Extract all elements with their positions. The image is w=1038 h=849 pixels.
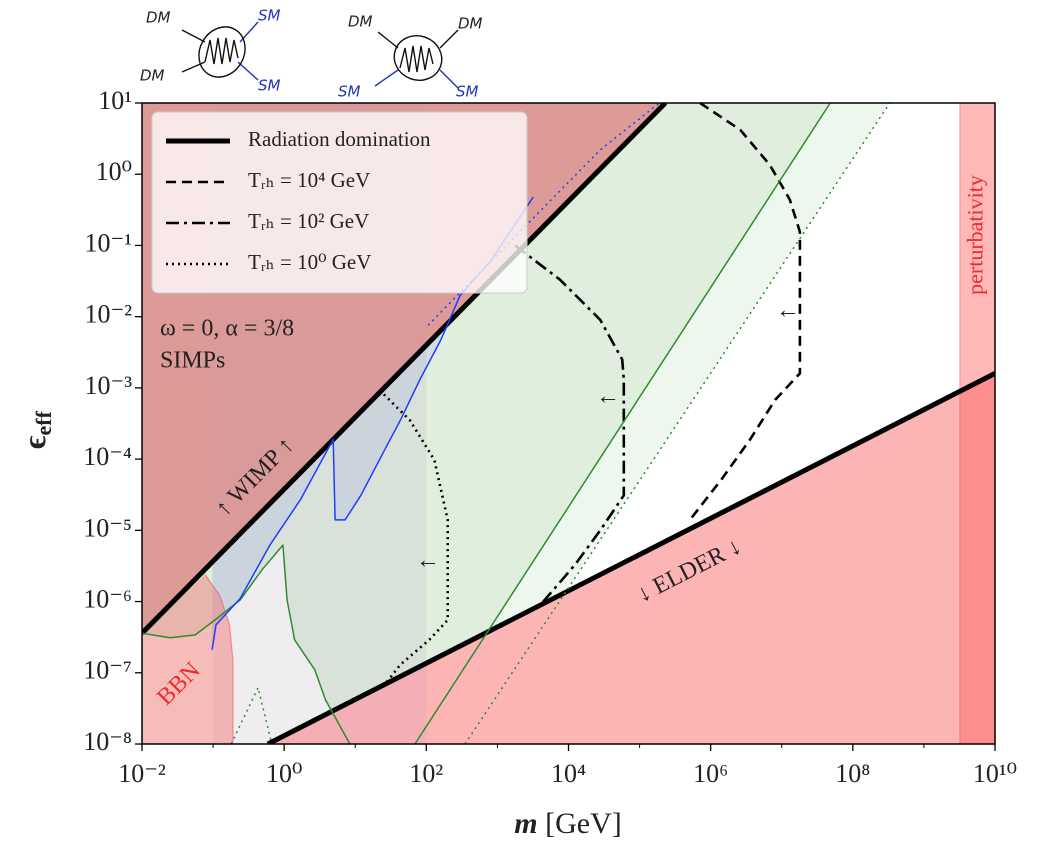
curve xyxy=(142,544,351,744)
x-tick-label: 10² xyxy=(409,759,443,788)
y-tick-label: 10⁻⁵ xyxy=(83,513,132,542)
y-label-symbol: ϵ xyxy=(16,435,52,449)
diagrams: DM SM DM SM DM DM SM SM xyxy=(140,7,483,101)
x-tick-label: 10¹⁰ xyxy=(973,759,1017,788)
curve xyxy=(266,371,995,744)
y-tick-label: 10¹ xyxy=(98,86,132,115)
diagram-label: DM xyxy=(348,13,373,31)
legend-label: Tᵣₕ = 10⁰ GeV xyxy=(248,250,371,274)
legend-label: Tᵣₕ = 10² GeV xyxy=(248,209,369,233)
curve xyxy=(464,103,891,744)
annotation: ← xyxy=(776,298,800,324)
curve xyxy=(414,103,831,744)
diagram-label: SM xyxy=(258,7,281,25)
y-tick-label: 10⁻⁶ xyxy=(83,585,132,614)
legend-label: Tᵣₕ = 10⁴ GeV xyxy=(248,168,370,192)
x-tick-label: 10⁻² xyxy=(118,759,166,788)
curve xyxy=(211,196,534,650)
y-tick-label: 10⁻⁸ xyxy=(83,727,132,756)
axes: m [GeV] ϵeff 10⁻² 10⁰ 10² 10⁴ 10⁶ 10⁸ 10¹⁰ 10⁻⁸… xyxy=(16,86,1017,840)
x-tick-label: 10⁸ xyxy=(835,759,870,788)
diagram: DM SM DM SM xyxy=(140,7,281,95)
diagram-label: SM xyxy=(456,83,479,101)
y-tick-label: 10⁻² xyxy=(84,300,132,329)
legend: Radiation domination Tᵣₕ = 10⁴ GeV Tᵣₕ = 1… xyxy=(151,111,528,294)
perturbativity-region xyxy=(959,103,995,744)
annotation: SIMPs xyxy=(160,348,225,374)
annotation: ω = 0, α = 3/8 xyxy=(160,316,294,342)
curve xyxy=(514,244,626,607)
region-label: perturbativity xyxy=(962,175,987,295)
curve xyxy=(688,103,802,521)
blue-region xyxy=(212,196,534,650)
annotation: ← xyxy=(416,548,440,574)
y-axis-label: ϵeff xyxy=(16,410,56,449)
diagram-label: SM xyxy=(258,77,281,95)
y-tick-label: 10⁰ xyxy=(96,157,132,186)
legend-box xyxy=(151,111,528,294)
diagram-label: DM xyxy=(140,67,165,85)
diagram-label: DM xyxy=(146,9,171,27)
curve xyxy=(142,103,668,635)
below-green-curve xyxy=(142,545,350,744)
bbn-region xyxy=(142,574,233,744)
y-tick-label: 10⁻³ xyxy=(84,371,132,400)
y-label-subscript: eff xyxy=(31,410,56,435)
diagram: DM DM SM SM xyxy=(338,13,483,101)
band-green xyxy=(142,103,831,744)
diagram-label: SM xyxy=(338,83,361,101)
x-tick-label: 10⁶ xyxy=(693,759,728,788)
curves xyxy=(142,103,995,744)
x-label-unit: [GeV] xyxy=(545,807,622,840)
x-tick-label: 10⁰ xyxy=(266,759,302,788)
x-tick-label: 10⁴ xyxy=(551,759,586,788)
x-label-symbol: m xyxy=(514,807,537,840)
y-tick-label: 10⁻¹ xyxy=(84,228,132,257)
diagram-label: DM xyxy=(458,15,483,33)
bbn-boundary xyxy=(204,574,234,744)
y-tick-label: 10⁻⁷ xyxy=(83,656,132,685)
y-tick-label: 10⁻⁴ xyxy=(83,442,132,471)
legend-label: Radiation domination xyxy=(248,127,431,151)
x-axis-label: m [GeV] xyxy=(514,807,621,840)
annotation: ← xyxy=(596,384,620,410)
